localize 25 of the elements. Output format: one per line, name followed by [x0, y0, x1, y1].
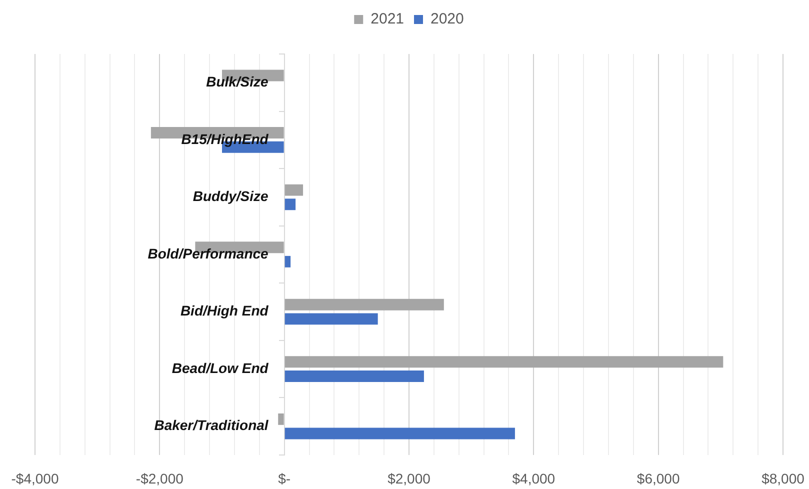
y-tick-label: B15/HighEnd — [181, 130, 269, 147]
bar — [278, 413, 284, 425]
y-tick-label: Bulk/Size — [206, 74, 269, 90]
bar — [284, 198, 296, 210]
x-tick-label: -$4,000 — [11, 470, 59, 486]
bar — [284, 298, 444, 310]
bar — [284, 256, 291, 268]
bar — [284, 356, 724, 368]
legend-label: 2021 — [370, 10, 404, 28]
y-tick-label: Bid/High End — [180, 302, 269, 319]
y-tick-label: Baker/Traditional — [154, 417, 270, 434]
x-tick-label: $8,000 — [762, 470, 805, 486]
x-tick-label: $6,000 — [636, 470, 680, 486]
y-tick-label: Bold/Performance — [148, 245, 269, 262]
x-tick-label: $- — [278, 470, 291, 486]
bar — [284, 313, 378, 325]
x-tick-label: -$2,000 — [136, 470, 184, 486]
x-tick-label: $4,000 — [512, 470, 556, 486]
x-tick-label: $2,000 — [388, 470, 431, 486]
bar — [284, 428, 515, 440]
legend-label: 2020 — [430, 10, 464, 28]
bar — [284, 370, 424, 382]
bar — [284, 184, 304, 196]
y-tick-label: Bead/Low End — [172, 360, 269, 376]
y-tick-label: Buddy/Size — [192, 188, 269, 204]
